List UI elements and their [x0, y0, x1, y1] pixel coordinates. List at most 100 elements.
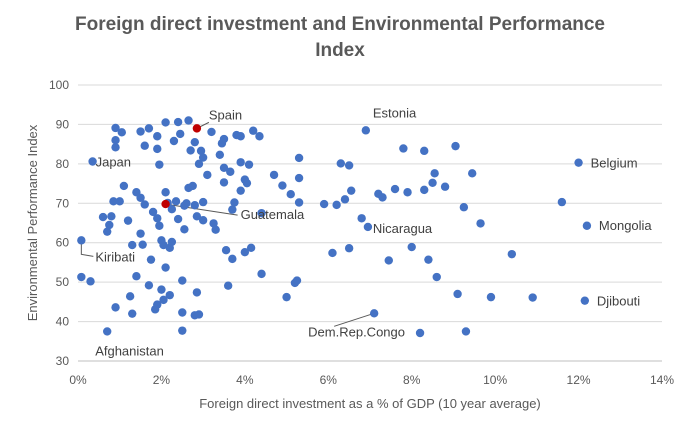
- annotation-estonia: Estonia: [373, 105, 417, 120]
- data-point: [180, 225, 189, 234]
- data-point: [111, 143, 120, 152]
- data-point: [319, 199, 329, 209]
- annotation-leader-lines: [80, 121, 375, 327]
- data-point: [286, 190, 295, 199]
- annotation-kiribati: Kiribati: [95, 249, 135, 264]
- data-point: [336, 159, 345, 168]
- data-point: [282, 292, 291, 302]
- data-point: [468, 169, 477, 178]
- data-point: [407, 242, 416, 252]
- data-point: [278, 181, 287, 190]
- data-point: [420, 146, 429, 156]
- y-tick-label: 50: [56, 275, 70, 289]
- data-point: [453, 289, 462, 299]
- data-point: [215, 150, 225, 159]
- data-point: [176, 129, 185, 139]
- data-point: [115, 197, 124, 206]
- data-point: [424, 255, 433, 264]
- data-point: [347, 186, 356, 195]
- data-point: [574, 158, 583, 167]
- data-point: [384, 256, 393, 265]
- data-point: [528, 293, 537, 302]
- data-point: [203, 170, 212, 180]
- x-tick-label: 0%: [69, 373, 87, 387]
- data-point: [153, 300, 162, 309]
- data-point: [173, 117, 183, 127]
- data-point: [109, 197, 118, 206]
- highlighted-point: [192, 124, 202, 133]
- data-point: [432, 272, 441, 282]
- data-point: [140, 200, 149, 209]
- data-point: [136, 127, 145, 136]
- annotation-nicaragua: Nicaragua: [373, 221, 433, 236]
- data-point: [461, 327, 471, 336]
- data-point: [420, 185, 429, 195]
- data-point: [192, 288, 202, 297]
- data-point: [507, 249, 517, 259]
- data-point: [292, 276, 302, 285]
- data-point: [255, 132, 264, 141]
- data-point: [236, 158, 245, 167]
- data-point: [582, 221, 592, 230]
- tick-labels: 30 40 50 60 70 80 90 100 0% 2% 4% 6% 8% 10% 12% 14%: [49, 78, 674, 387]
- data-point: [221, 246, 231, 255]
- data-point: [198, 197, 208, 207]
- data-point: [184, 116, 193, 125]
- data-point: [128, 240, 137, 250]
- data-point: [428, 178, 437, 187]
- data-point: [192, 212, 202, 221]
- data-point: [111, 303, 120, 312]
- annotation-djibouti: Djibouti: [597, 294, 640, 309]
- data-point: [294, 153, 304, 163]
- data-points: [77, 116, 592, 338]
- data-point: [257, 269, 266, 279]
- x-tick-label: 2%: [153, 373, 171, 387]
- annotation-leader: [80, 240, 94, 257]
- y-axis-title: Environmental Performance Index: [25, 124, 40, 321]
- data-point: [430, 169, 439, 178]
- data-point: [119, 181, 129, 191]
- data-point: [138, 240, 147, 249]
- x-tick-label: 10%: [483, 373, 507, 387]
- data-point: [178, 308, 187, 317]
- data-point: [459, 203, 469, 212]
- data-point: [140, 141, 149, 150]
- data-point: [161, 118, 170, 127]
- data-point: [88, 157, 97, 166]
- data-point: [186, 146, 195, 155]
- data-point: [361, 126, 371, 135]
- highlighted-point: [161, 199, 170, 209]
- data-point: [486, 292, 496, 302]
- data-point: [236, 186, 245, 195]
- data-point: [240, 247, 250, 257]
- x-tick-label: 4%: [236, 373, 254, 387]
- data-point: [77, 236, 86, 245]
- annotation-guatemala: Guatemala: [241, 207, 305, 222]
- data-point: [111, 123, 120, 133]
- data-point: [244, 160, 254, 169]
- data-point: [103, 327, 112, 336]
- data-point: [219, 134, 229, 144]
- chart-title: Foreign direct investment and Environmen…: [74, 14, 605, 61]
- y-tick-label: 90: [56, 117, 70, 131]
- data-point: [111, 136, 120, 145]
- data-point: [207, 127, 216, 137]
- y-tick-label: 80: [56, 157, 70, 171]
- annotation-mongolia: Mongolia: [599, 218, 653, 233]
- data-point: [169, 136, 179, 146]
- x-tick-label: 8%: [403, 373, 421, 387]
- data-point: [344, 161, 354, 170]
- data-point: [332, 200, 341, 210]
- data-point: [178, 276, 187, 285]
- data-point: [155, 160, 164, 169]
- data-point: [153, 144, 162, 154]
- data-point: [165, 290, 174, 300]
- x-tick-label: 6%: [320, 373, 338, 387]
- data-point: [403, 188, 412, 197]
- data-point: [369, 309, 379, 318]
- data-point: [363, 222, 373, 232]
- data-point: [86, 277, 95, 286]
- data-point: [198, 153, 208, 162]
- data-point: [476, 219, 485, 228]
- x-axis-title: Foreign direct investment as a % of GDP …: [199, 396, 541, 411]
